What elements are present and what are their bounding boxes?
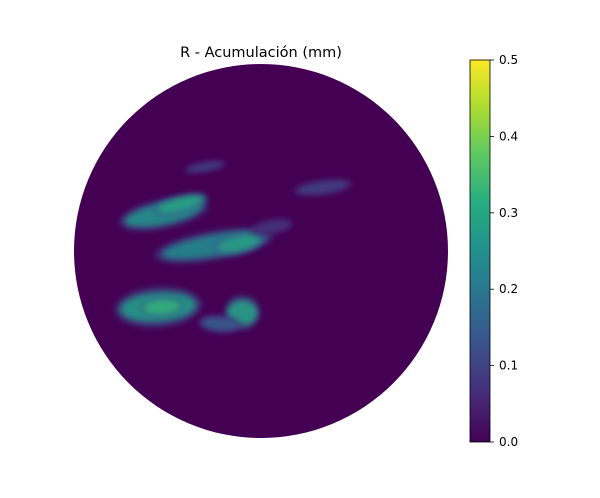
colorbar-ticks: 0.0 0.1 0.2 0.3 0.4 0.5 <box>490 53 518 449</box>
region-core <box>253 220 291 234</box>
region-core <box>296 180 349 195</box>
colorbar-frame <box>469 59 491 443</box>
accumulation-region <box>183 160 227 174</box>
chart-title: R - Acumulación (mm) <box>180 45 342 61</box>
region-core <box>143 299 181 315</box>
polar-plot-area <box>74 64 448 438</box>
accumulation-region <box>198 314 242 334</box>
colorbar-tick-label: 0.3 <box>499 206 518 220</box>
polar-disk-background <box>74 64 448 438</box>
colorbar-gradient <box>470 60 490 442</box>
accumulation-region <box>292 178 353 197</box>
region-core <box>216 234 261 253</box>
region-core <box>201 317 239 331</box>
colorbar-tick-label: 0.1 <box>499 359 518 373</box>
region-core <box>157 195 205 214</box>
accumulation-region <box>250 218 294 236</box>
region-core <box>186 161 224 172</box>
colorbar: 0.0 0.1 0.2 0.3 0.4 0.5 <box>469 53 518 449</box>
accumulation-region <box>213 231 264 256</box>
colorbar-tick-label: 0.5 <box>499 53 518 67</box>
accumulation-region <box>153 192 208 216</box>
colorbar-tick-label: 0.0 <box>499 435 518 449</box>
colorbar-tick-label: 0.4 <box>499 129 518 143</box>
colorbar-tick-label: 0.2 <box>499 282 518 296</box>
accumulation-regions <box>115 160 353 334</box>
accumulation-region <box>140 296 184 318</box>
